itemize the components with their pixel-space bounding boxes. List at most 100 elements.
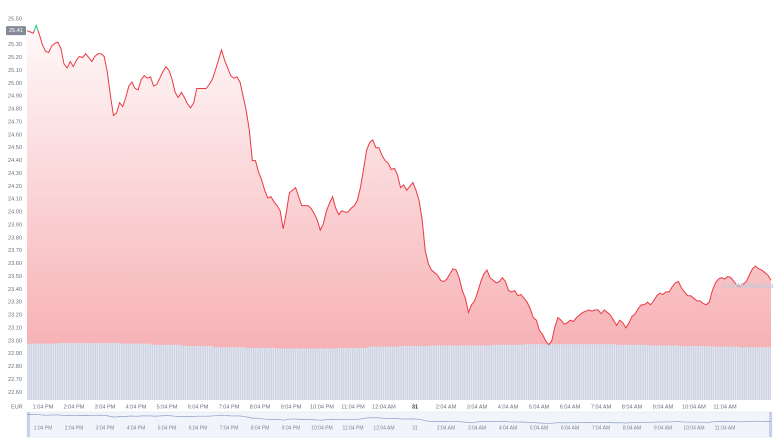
y-tick-label: 24.00 bbox=[8, 210, 22, 216]
volume-bar bbox=[27, 343, 58, 400]
price-area bbox=[27, 25, 771, 400]
y-tick-label: 25.30 bbox=[8, 42, 22, 48]
y-tick-label: 25.10 bbox=[8, 68, 22, 74]
y-tick-label: 25.50 bbox=[8, 16, 22, 22]
price-badge-label: 25.41 bbox=[9, 28, 23, 34]
navigator-label: 3:04 PM bbox=[96, 425, 115, 431]
y-tick-label: 24.30 bbox=[8, 171, 22, 177]
navigator-label: 1:04 PM bbox=[34, 425, 53, 431]
navigator-label: 31 bbox=[412, 425, 418, 431]
x-tick-label: 7:04 AM bbox=[591, 404, 612, 410]
x-tick-label: 2:04 PM bbox=[64, 404, 85, 410]
y-tick-label: 24.20 bbox=[8, 184, 22, 190]
y-tick-label: 23.40 bbox=[8, 287, 22, 293]
y-tick-label: 22.90 bbox=[8, 351, 22, 357]
currency-label: EUR bbox=[11, 404, 23, 410]
x-tick-label: 4:04 PM bbox=[126, 404, 147, 410]
volume-bar bbox=[120, 343, 151, 400]
volume-bar bbox=[58, 343, 89, 400]
y-tick-label: 24.90 bbox=[8, 94, 22, 100]
y-tick-label: 24.60 bbox=[8, 132, 22, 138]
navigator-label: 10:04 PM bbox=[311, 425, 332, 431]
price-line-down bbox=[26, 30, 772, 346]
x-tick-label: 3:04 PM bbox=[95, 404, 116, 410]
x-tick-label: 5:04 PM bbox=[157, 404, 178, 410]
volume-bar bbox=[368, 346, 399, 400]
y-tick-label: 23.70 bbox=[8, 248, 22, 254]
y-tick-label: 23.00 bbox=[8, 338, 22, 344]
navigator-label: 8:04 AM bbox=[623, 425, 641, 431]
y-tick-label: 23.80 bbox=[8, 235, 22, 241]
x-tick-label: 7:04 PM bbox=[219, 404, 240, 410]
y-tick-label: 24.50 bbox=[8, 145, 22, 151]
x-tick-label: 11:04 AM bbox=[713, 404, 737, 410]
navigator-label: 5:04 PM bbox=[158, 425, 177, 431]
volume-bar bbox=[740, 347, 771, 400]
navigator-label: 5:04 AM bbox=[530, 425, 548, 431]
y-tick-label: 22.70 bbox=[8, 377, 22, 383]
y-tick-label: 24.10 bbox=[8, 197, 22, 203]
x-tick-label: 4:04 AM bbox=[498, 404, 519, 410]
navigator-line bbox=[26, 414, 772, 424]
y-tick-label: 24.80 bbox=[8, 107, 22, 113]
x-tick-label: 3:04 AM bbox=[467, 404, 488, 410]
volume-bar bbox=[554, 344, 585, 400]
navigator-label: 9:04 PM bbox=[282, 425, 301, 431]
navigator-label: 11:04 AM bbox=[715, 425, 736, 431]
y-tick-label: 22.80 bbox=[8, 364, 22, 370]
y-tick-label: 24.40 bbox=[8, 158, 22, 164]
y-tick-label: 25.20 bbox=[8, 55, 22, 61]
watermark: CoinMarketCap bbox=[722, 283, 773, 290]
navigator-handle[interactable] bbox=[27, 412, 30, 437]
volume-bar bbox=[523, 344, 554, 400]
y-tick-label: 23.10 bbox=[8, 325, 22, 331]
navigator-handle[interactable] bbox=[769, 412, 772, 437]
volume-bar bbox=[709, 346, 740, 400]
navigator-label: 3:04 AM bbox=[468, 425, 486, 431]
volume-bar bbox=[616, 344, 647, 400]
navigator-label: 7:04 PM bbox=[220, 425, 239, 431]
volume-bar bbox=[585, 344, 616, 400]
volume-bar bbox=[492, 344, 523, 400]
x-tick-label: 10:04 AM bbox=[682, 404, 706, 410]
x-tick-label: 9:04 PM bbox=[281, 404, 302, 410]
y-tick-label: 23.30 bbox=[8, 300, 22, 306]
y-tick-label: 23.90 bbox=[8, 222, 22, 228]
navigator-label: 8:04 PM bbox=[251, 425, 270, 431]
x-tick-label: 10:04 PM bbox=[310, 404, 334, 410]
x-tick-label: 31 bbox=[412, 404, 418, 410]
volume-bar bbox=[647, 345, 678, 400]
x-tick-label: 9:04 AM bbox=[653, 404, 674, 410]
navigator-label: 2:04 PM bbox=[65, 425, 84, 431]
navigator-label: 2:04 AM bbox=[437, 425, 455, 431]
y-tick-label: 23.20 bbox=[8, 313, 22, 319]
x-tick-label: 11:04 PM bbox=[341, 404, 365, 410]
price-badge bbox=[6, 26, 26, 36]
volume-bar bbox=[244, 347, 275, 400]
volume-bar bbox=[430, 345, 461, 400]
volume-bar bbox=[275, 348, 306, 400]
navigator-label: 4:04 AM bbox=[499, 425, 517, 431]
x-tick-label: 6:04 AM bbox=[560, 404, 581, 410]
navigator-label: 4:04 PM bbox=[127, 425, 146, 431]
navigator-label: 10:04 AM bbox=[683, 425, 704, 431]
volume-bar bbox=[678, 346, 709, 400]
x-tick-label: 5:04 AM bbox=[529, 404, 550, 410]
volume-bar bbox=[151, 344, 182, 400]
y-tick-label: 23.60 bbox=[8, 261, 22, 267]
x-tick-label: 12:04 AM bbox=[372, 404, 396, 410]
x-tick-label: 6:04 PM bbox=[188, 404, 209, 410]
navigator-label: 6:04 AM bbox=[561, 425, 579, 431]
y-tick-label: 23.50 bbox=[8, 274, 22, 280]
x-tick-label: 2:04 AM bbox=[436, 404, 457, 410]
x-tick-label: 1:04 PM bbox=[33, 404, 54, 410]
navigator-label: 12:04 AM bbox=[373, 425, 394, 431]
volume-bar bbox=[306, 348, 337, 400]
x-tick-label: 8:04 PM bbox=[250, 404, 271, 410]
navigator-label: 7:04 AM bbox=[592, 425, 610, 431]
y-tick-label: 22.60 bbox=[8, 390, 22, 396]
volume-bar bbox=[337, 347, 368, 400]
volume-bar bbox=[213, 347, 244, 400]
x-tick-label: 8:04 AM bbox=[622, 404, 643, 410]
